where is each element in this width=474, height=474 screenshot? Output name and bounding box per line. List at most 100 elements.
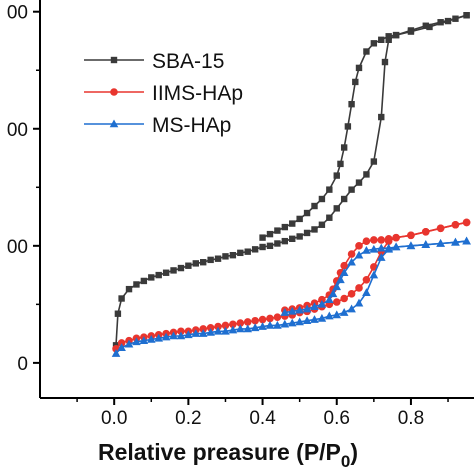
ms-hap-point: [154, 333, 164, 342]
iims-hap-point: [332, 298, 341, 306]
iims-hap-point: [462, 218, 471, 227]
ms-hap-point: [317, 299, 327, 308]
ms-hap-point: [451, 237, 460, 246]
ms-hap-point: [213, 326, 223, 335]
sba-15-point: [344, 123, 352, 130]
iims-hap-point: [451, 220, 460, 229]
iims-hap-point: [407, 231, 415, 240]
iims-hap-point: [392, 233, 400, 242]
iims-hap-point: [340, 294, 348, 303]
sba-15-point: [222, 253, 229, 260]
sba-15-point: [363, 171, 370, 178]
ms-hap-point: [332, 310, 342, 319]
iims-hap-point: [266, 314, 274, 323]
iims-hap-point: [355, 284, 363, 292]
legend-label: MS-HAp: [152, 114, 231, 137]
sba-15-point: [378, 36, 385, 43]
sba-15-point: [333, 172, 340, 179]
legend-label: SBA-15: [152, 50, 224, 73]
sba-15-point: [170, 267, 177, 274]
sba-15-point: [437, 19, 444, 26]
sba-15-point: [444, 17, 452, 25]
x-tick-label: 0.6: [324, 408, 350, 429]
ms-hap-point: [139, 336, 149, 344]
ms-hap-point: [436, 238, 445, 247]
ms-hap-point: [146, 334, 156, 343]
sba-15-point: [463, 12, 470, 19]
sba-15-point: [326, 214, 333, 221]
legend-marker: [110, 56, 118, 64]
ms-hap-point: [280, 319, 290, 328]
series-sba-15: [112, 12, 470, 349]
sba-15-point: [296, 215, 303, 223]
ms-hap-point: [243, 324, 253, 333]
ms-hap-point: [336, 275, 345, 284]
sba-15-point: [140, 277, 148, 285]
ms-hap-point: [328, 289, 338, 298]
ms-hap-point: [184, 330, 193, 339]
sba-15-point: [274, 227, 281, 234]
sba-15-point: [281, 237, 289, 245]
sba-15-point: [281, 223, 289, 231]
ms-hap-point: [317, 313, 327, 322]
ms-hap-point: [302, 316, 312, 325]
sba-15-point: [192, 260, 199, 267]
ms-hap-point: [332, 282, 342, 291]
sba-15-point: [274, 240, 281, 247]
sba-15-point: [237, 249, 244, 257]
legend-label: IIMS-HAp: [152, 82, 243, 105]
ms-hap-point: [176, 331, 186, 340]
ms-hap-point: [287, 306, 297, 315]
x-axis-label-suffix: ): [350, 439, 358, 465]
sba-15-point: [318, 195, 326, 203]
sba-15-point: [340, 195, 348, 203]
ms-hap-point: [376, 243, 386, 252]
iims-hap-point: [384, 235, 393, 243]
legend-item-sba-15: SBA-15: [84, 50, 224, 73]
ms-hap-point: [198, 329, 208, 337]
sba-15-point: [392, 31, 400, 39]
sba-15-point: [426, 23, 433, 31]
iims-hap-point: [318, 295, 326, 304]
sba-15-point: [177, 264, 185, 272]
ms-hap-point: [295, 317, 304, 326]
ms-hap-point: [406, 241, 416, 250]
ms-hap-point: [369, 270, 379, 279]
ms-hap-point: [221, 326, 230, 335]
ms-hap-point: [236, 324, 245, 333]
iims-hap-point: [362, 237, 371, 245]
x-tick-label: 0.8: [398, 408, 424, 429]
sba-15-point: [303, 209, 311, 217]
legend: SBA-15 IIMS-HAp MS-HAp: [84, 50, 243, 137]
sba-15-point: [259, 243, 266, 251]
iims-hap-point: [251, 316, 259, 325]
sba-15-point: [337, 160, 344, 168]
sba-15-point: [355, 64, 363, 72]
sba-15-point: [422, 22, 429, 29]
sba-15-point: [214, 255, 222, 262]
iims-hap-point: [370, 236, 378, 244]
iims-hap-point: [214, 322, 222, 331]
ms-hap-point: [258, 322, 267, 330]
iims-hap-point: [355, 242, 363, 250]
sba-15-point: [363, 48, 370, 55]
ms-hap-point: [169, 331, 178, 340]
iims-hap-point: [206, 323, 215, 332]
sba-15-point: [333, 205, 340, 212]
legend-item-ms-hap: MS-HAp: [84, 114, 231, 137]
ms-hap-point: [161, 332, 171, 341]
plot-area: [111, 12, 471, 357]
sba-15-point: [352, 78, 359, 86]
ms-hap-point: [295, 305, 304, 314]
y-tick-label: 0: [17, 354, 28, 375]
legend-marker: [110, 88, 118, 96]
ms-hap-point: [265, 320, 275, 329]
sba-15-point: [185, 262, 192, 269]
ms-hap-point: [421, 240, 431, 248]
ms-hap-point: [310, 302, 319, 310]
axes: [39, 0, 474, 399]
iims-hap-point: [347, 250, 356, 258]
sba-15-point: [259, 234, 266, 241]
sba-15-point: [114, 310, 122, 317]
iims-hap-point: [243, 318, 252, 326]
